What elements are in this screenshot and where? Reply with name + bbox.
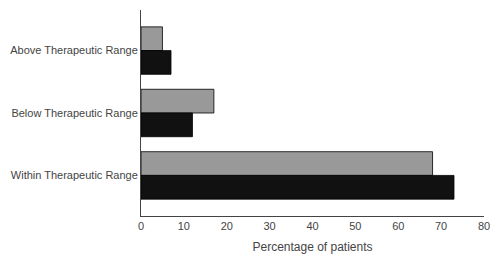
svg-text:50: 50 xyxy=(349,220,361,232)
svg-text:80: 80 xyxy=(478,220,490,232)
svg-text:Within Therapeutic Range: Within Therapeutic Range xyxy=(11,169,138,181)
svg-text:10: 10 xyxy=(178,220,190,232)
svg-text:40: 40 xyxy=(306,220,318,232)
svg-text:30: 30 xyxy=(264,220,276,232)
svg-text:Above Therapeutic Range: Above Therapeutic Range xyxy=(10,44,138,56)
svg-text:60: 60 xyxy=(392,220,404,232)
svg-text:Percentage of patients: Percentage of patients xyxy=(252,240,372,254)
svg-text:20: 20 xyxy=(221,220,233,232)
svg-text:0: 0 xyxy=(138,220,144,232)
svg-text:Below Therapeutic Range: Below Therapeutic Range xyxy=(11,107,137,119)
svg-text:70: 70 xyxy=(435,220,447,232)
